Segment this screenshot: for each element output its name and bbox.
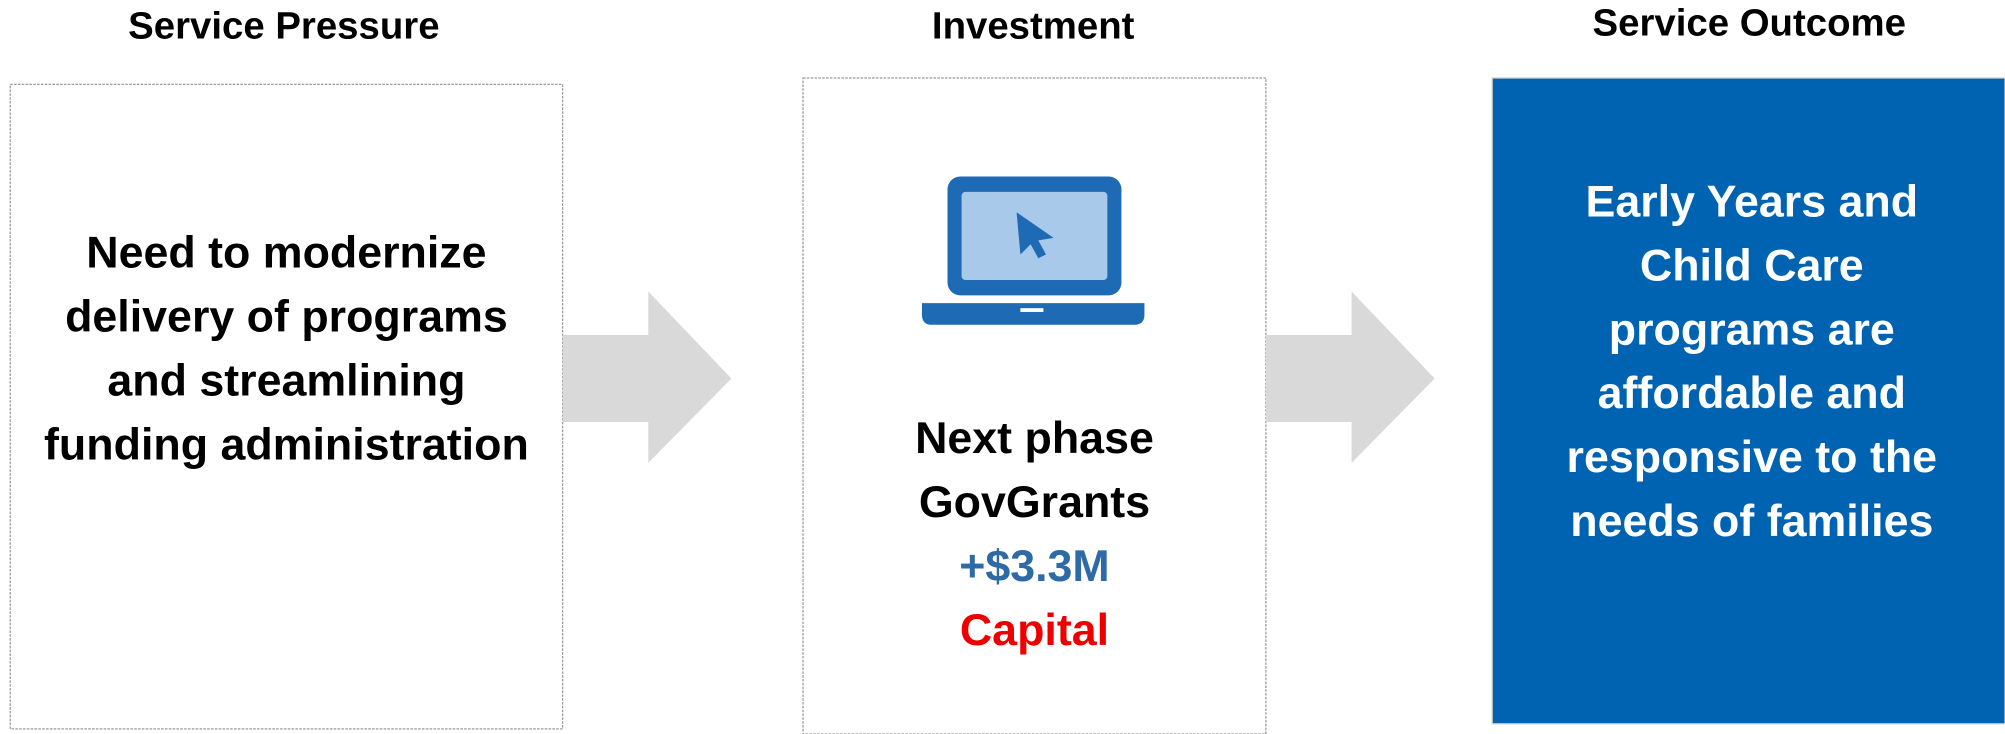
arrow bbox=[1265, 291, 1435, 463]
text-line: funding administration bbox=[44, 419, 529, 469]
outcome-box bbox=[1491, 77, 2005, 725]
pressure-box bbox=[9, 83, 564, 730]
text-line: needs of families bbox=[1570, 496, 1933, 546]
text-line: affordable and bbox=[1598, 368, 1906, 418]
text-line: programs are bbox=[1609, 304, 1895, 354]
column-title: Service Outcome bbox=[1593, 2, 1906, 45]
laptop-icon bbox=[921, 176, 1145, 325]
text-line: and streamlining bbox=[107, 355, 465, 405]
text-line: Next phase bbox=[915, 413, 1154, 463]
column-title: Investment bbox=[932, 4, 1135, 47]
text-line: Early Years and bbox=[1586, 176, 1919, 226]
arrow bbox=[562, 291, 732, 463]
text-line: Need to modernize bbox=[86, 228, 486, 278]
column-title: Service Pressure bbox=[128, 4, 439, 47]
text-line: delivery of programs bbox=[65, 292, 508, 342]
text-line: GovGrants bbox=[919, 477, 1150, 527]
amount: +$3.3M bbox=[959, 541, 1110, 591]
funding-type: Capital bbox=[960, 605, 1109, 655]
text-line: Child Care bbox=[1640, 240, 1864, 290]
text-line: responsive to the bbox=[1567, 432, 1938, 482]
